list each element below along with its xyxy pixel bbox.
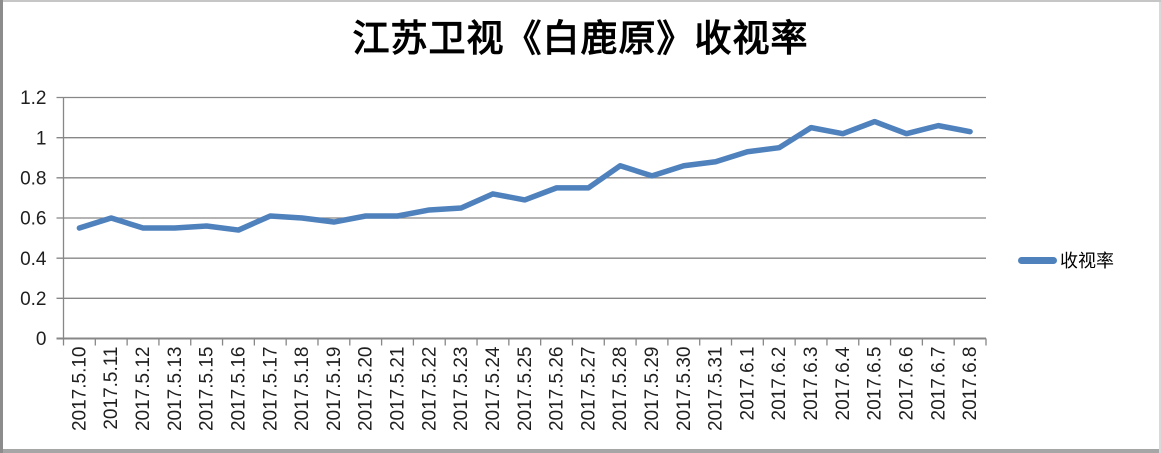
x-tick-label: 2017.5.27 <box>578 347 599 432</box>
x-tick-label: 2017.5.20 <box>356 347 377 432</box>
x-tick-label: 2017.6.1 <box>737 347 758 421</box>
legend: 收视率 <box>1018 249 1114 271</box>
x-tick-label: 2017.5.13 <box>165 347 186 432</box>
x-tick-label: 2017.6.5 <box>865 347 886 421</box>
x-tick-label: 2017.6.7 <box>928 347 949 421</box>
x-tick-label: 2017.5.15 <box>197 347 218 432</box>
series-line <box>76 118 973 233</box>
x-tick-label: 2017.5.17 <box>260 347 281 432</box>
x-tick-label: 2017.6.4 <box>833 346 854 420</box>
chart-title: 江苏卫视《白鹿原》收视率 <box>352 19 809 60</box>
y-tick-label: 0.2 <box>20 289 46 310</box>
x-tick-label: 2017.6.3 <box>801 347 822 421</box>
x-tick-label: 2017.5.21 <box>388 347 409 432</box>
x-tick-label: 2017.5.25 <box>515 347 536 432</box>
y-tick-label: 0.6 <box>20 209 46 230</box>
x-tick-label: 2017.5.28 <box>610 347 631 432</box>
x-tick-label: 2017.5.30 <box>674 347 695 432</box>
y-tick-label: 0.8 <box>20 168 46 189</box>
x-tick-label: 2017.5.18 <box>292 347 313 432</box>
x-tick-label: 2017.5.26 <box>547 347 568 432</box>
x-tick-label: 2017.5.11 <box>101 347 122 430</box>
x-tick-label: 2017.6.6 <box>896 347 917 421</box>
y-tick-label: 1.2 <box>20 88 46 109</box>
legend-label: 收视率 <box>1060 251 1114 271</box>
x-tick-label: 2017.5.29 <box>642 347 663 432</box>
x-tick-label: 2017.5.10 <box>69 347 90 432</box>
x-tick-label: 2017.6.2 <box>769 347 790 421</box>
x-tick-label: 2017.5.19 <box>324 347 345 432</box>
x-tick-label: 2017.5.24 <box>483 346 504 431</box>
x-tick-label: 2017.5.22 <box>419 347 440 432</box>
x-tick-label: 2017.5.16 <box>228 347 249 432</box>
x-tick-label: 2017.5.31 <box>706 347 727 432</box>
y-tick-label: 0 <box>36 329 47 350</box>
x-tick-label: 2017.6.8 <box>960 347 981 421</box>
y-tick-label: 0.4 <box>20 249 47 270</box>
x-tick-label: 2017.5.12 <box>133 347 154 432</box>
y-tick-label: 1 <box>36 128 47 149</box>
legend-line-marker <box>1018 256 1057 264</box>
x-tick-label: 2017.5.23 <box>451 346 472 431</box>
